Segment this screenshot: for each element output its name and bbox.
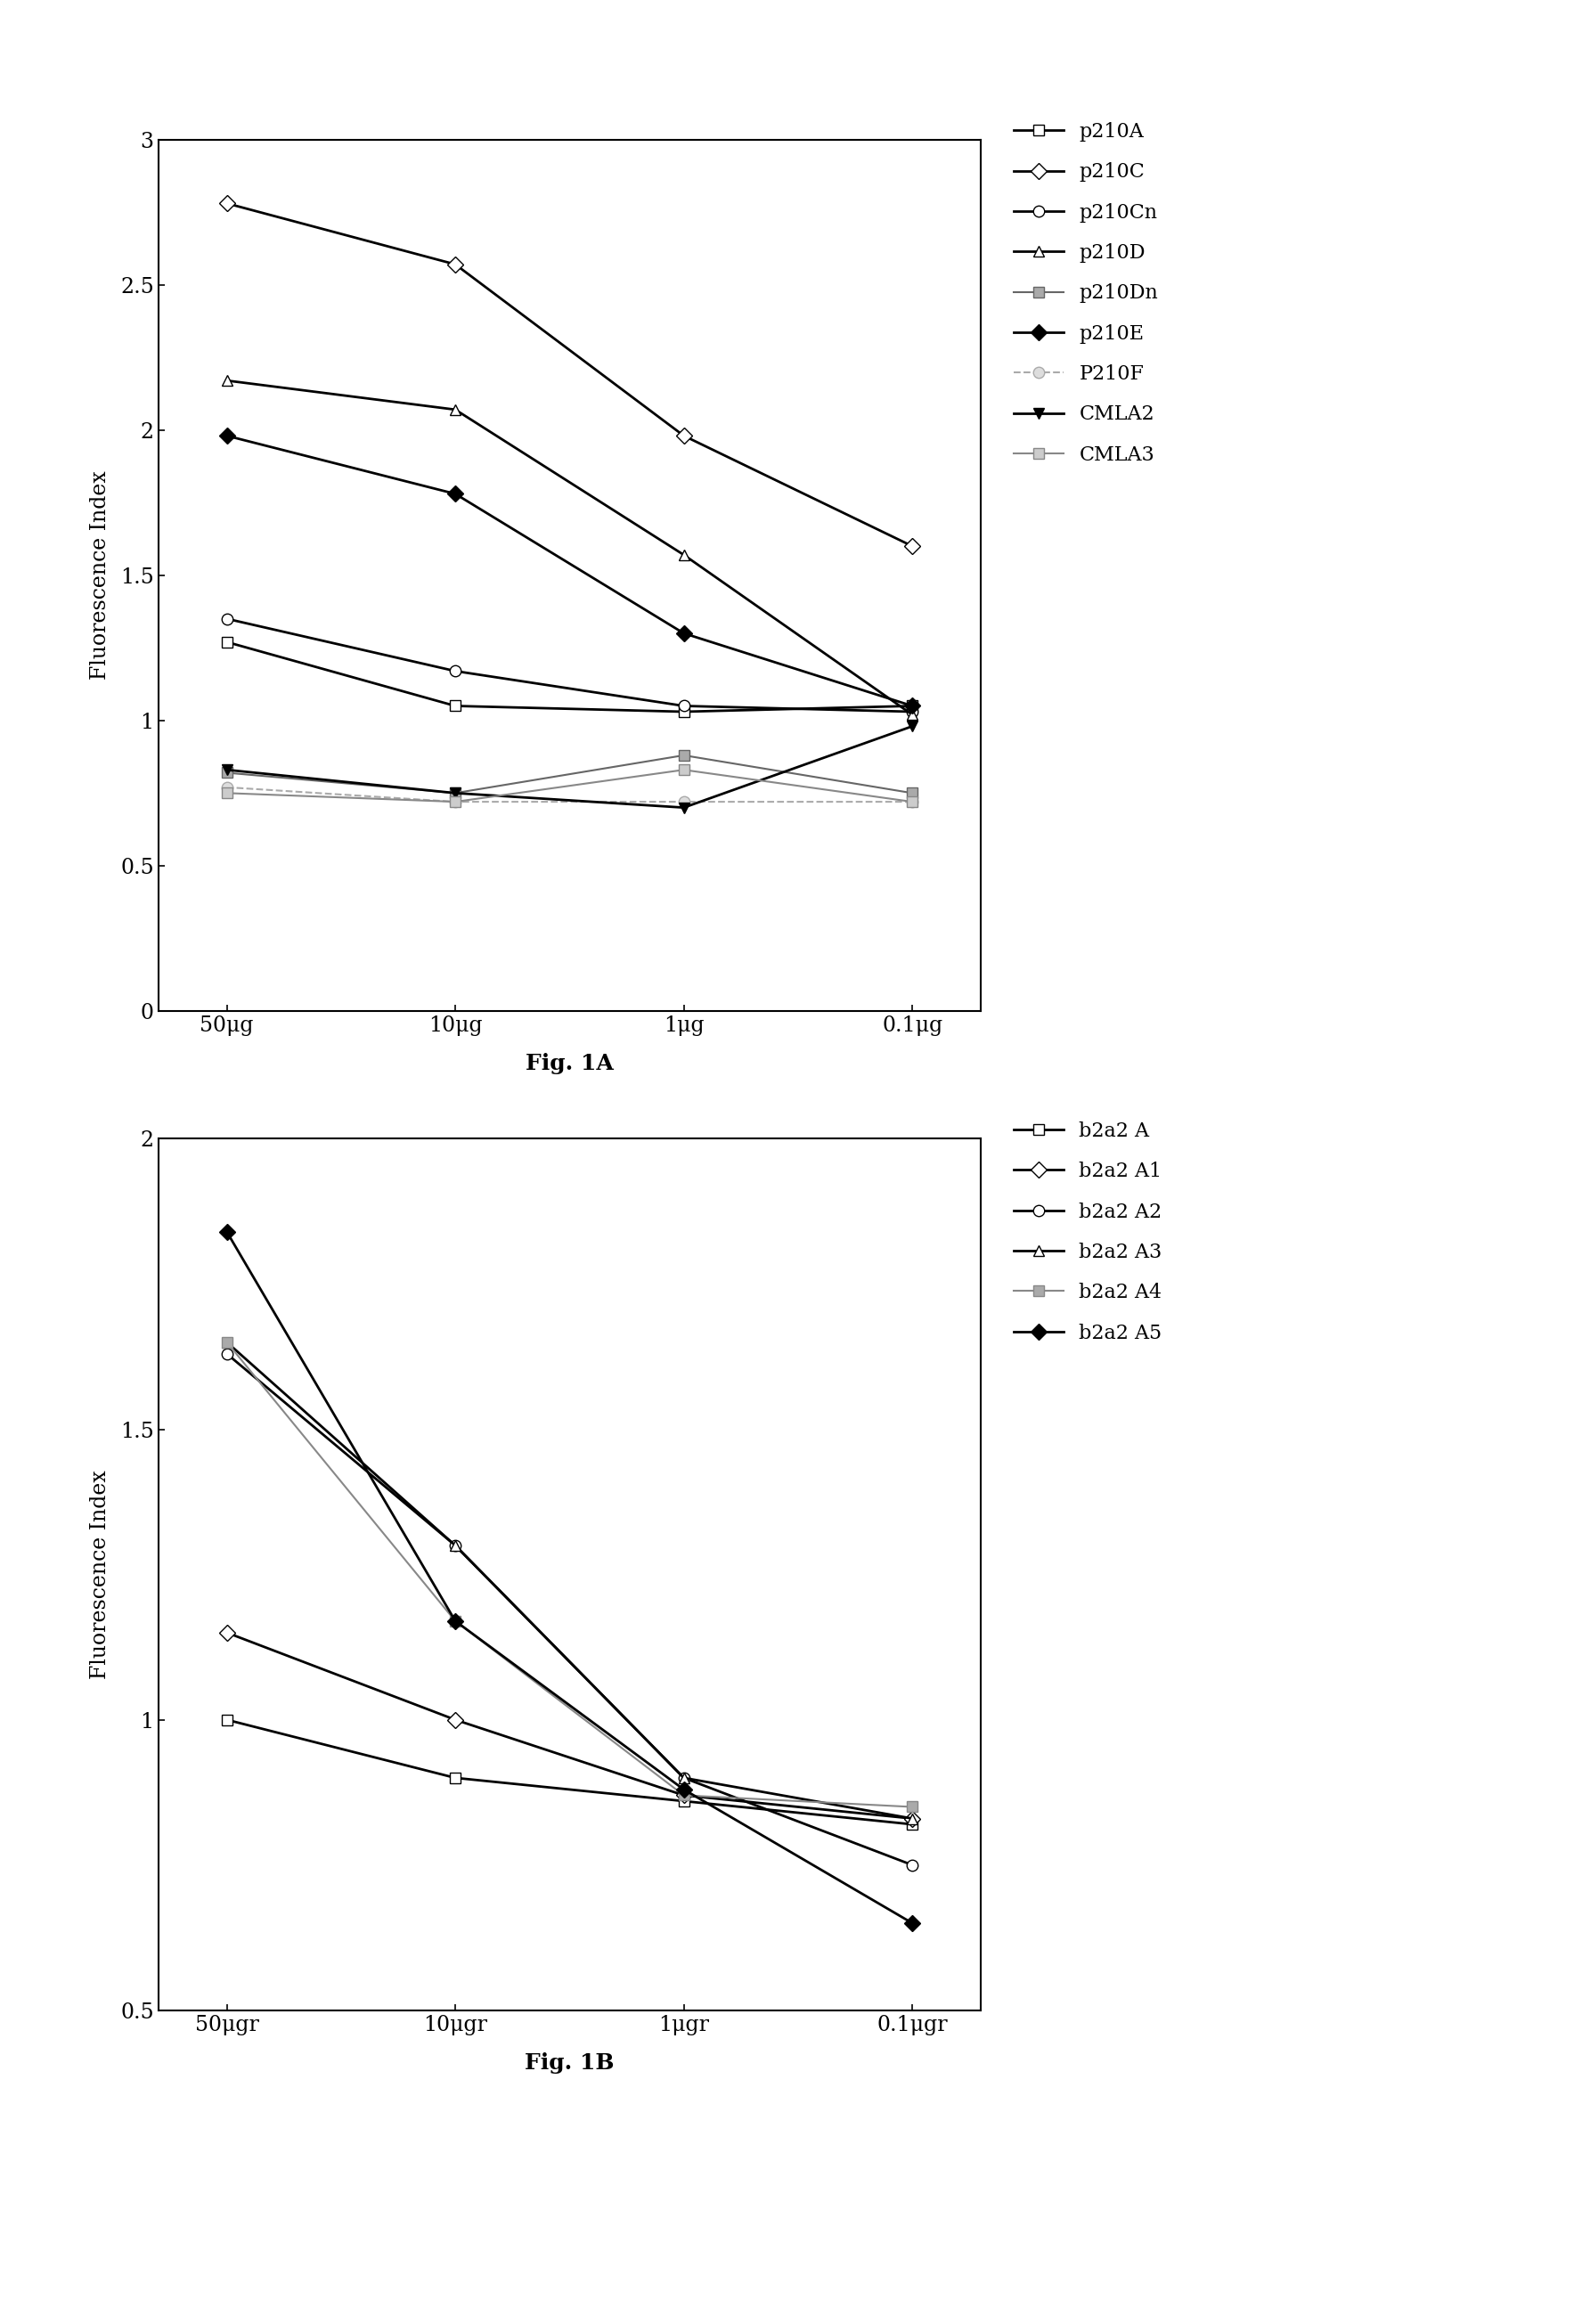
Legend: b2a2 A, b2a2 A1, b2a2 A2, b2a2 A3, b2a2 A4, b2a2 A5: b2a2 A, b2a2 A1, b2a2 A2, b2a2 A3, b2a2 …: [1014, 1122, 1163, 1343]
Y-axis label: Fluorescence Index: Fluorescence Index: [90, 1471, 111, 1678]
Text: Fig. 1B: Fig. 1B: [525, 2052, 614, 2073]
Legend: p210A, p210C, p210Cn, p210D, p210Dn, p210E, P210F, CMLA2, CMLA3: p210A, p210C, p210Cn, p210D, p210Dn, p21…: [1014, 121, 1158, 465]
Y-axis label: Fluorescence Index: Fluorescence Index: [90, 472, 111, 679]
Text: Fig. 1A: Fig. 1A: [525, 1053, 614, 1074]
